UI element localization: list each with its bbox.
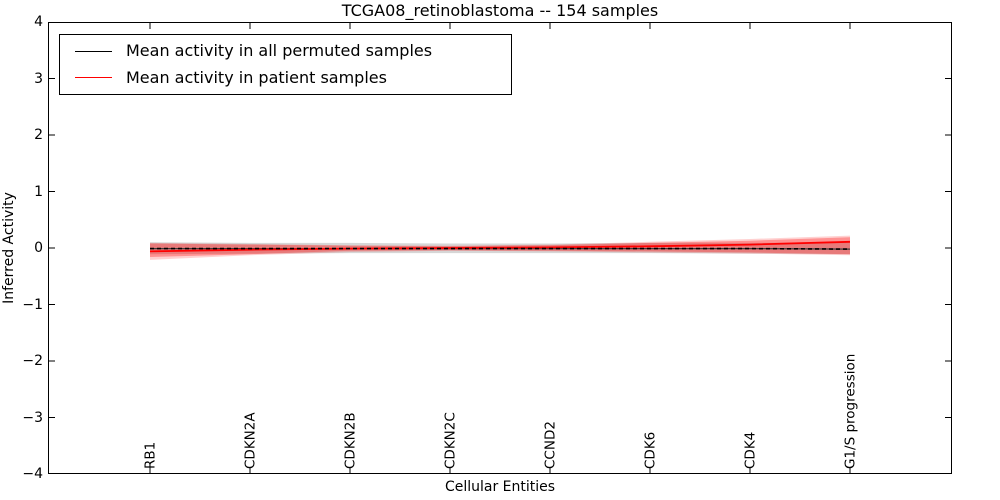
x-tick-label: G1/S progression [843, 354, 859, 469]
x-axis-label: Cellular Entities [444, 479, 556, 495]
x-tick-label: CDK6 [643, 432, 659, 469]
y-tick-label: 4 [34, 14, 43, 30]
legend-row-permuted: Mean activity in all permuted samples [75, 41, 511, 61]
permuted-mean-dashed-line [150, 247, 851, 250]
patient-mean-line [149, 240, 851, 253]
red-line-swatch-icon [75, 77, 112, 79]
axis-ticks [49, 22, 951, 474]
x-tick-label: CDKN2B [343, 412, 359, 469]
chart-title: TCGA08_retinoblastoma -- 154 samples [341, 1, 659, 20]
x-tick-label: CCND2 [543, 421, 559, 469]
legend-label-permuted: Mean activity in all permuted samples [126, 41, 433, 61]
y-tick-label: −4 [22, 466, 43, 482]
y-tick-label: 0 [34, 240, 43, 256]
x-tick-label: CDKN2A [243, 412, 259, 469]
y-tick-label: −2 [22, 353, 43, 369]
x-tick-label: CDKN2C [443, 412, 459, 469]
axes-frame [48, 22, 952, 474]
x-tick-label: RB1 [143, 442, 159, 469]
y-tick-label: 3 [34, 70, 43, 87]
y-tick-label: −1 [22, 296, 43, 313]
plot-area: RB1 CDKN2A CDKN2B CDKN2C CCND2 CDK6 CDK4 G1/S p… [48, 22, 952, 474]
black-line-swatch-icon [75, 50, 112, 52]
legend: Mean activity in all permuted samples Me… [59, 34, 512, 95]
y-tick-label: −3 [22, 409, 43, 426]
y-tick-label: 1 [34, 183, 43, 200]
y-tick-label: 2 [34, 127, 43, 143]
x-tick-label: CDK4 [743, 432, 759, 469]
legend-label-patient: Mean activity in patient samples [126, 67, 387, 87]
legend-row-patient: Mean activity in patient samples [75, 68, 511, 88]
